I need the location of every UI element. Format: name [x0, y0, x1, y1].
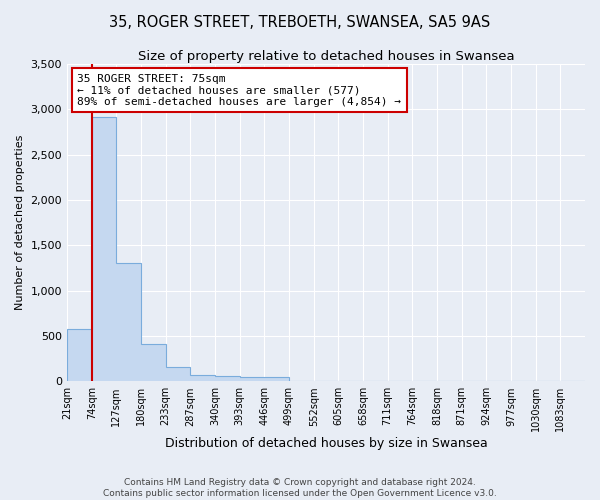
Title: Size of property relative to detached houses in Swansea: Size of property relative to detached ho… [138, 50, 514, 63]
Text: 35, ROGER STREET, TREBOETH, SWANSEA, SA5 9AS: 35, ROGER STREET, TREBOETH, SWANSEA, SA5… [109, 15, 491, 30]
X-axis label: Distribution of detached houses by size in Swansea: Distribution of detached houses by size … [164, 437, 487, 450]
Y-axis label: Number of detached properties: Number of detached properties [15, 135, 25, 310]
Text: Contains HM Land Registry data © Crown copyright and database right 2024.
Contai: Contains HM Land Registry data © Crown c… [103, 478, 497, 498]
Text: 35 ROGER STREET: 75sqm
← 11% of detached houses are smaller (577)
89% of semi-de: 35 ROGER STREET: 75sqm ← 11% of detached… [77, 74, 401, 107]
